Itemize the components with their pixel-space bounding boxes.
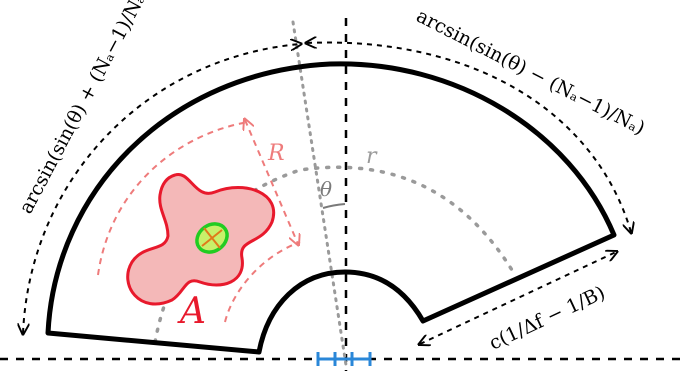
R-arrow bbox=[245, 120, 298, 244]
R-label: R bbox=[267, 141, 285, 166]
right-span-arrow bbox=[307, 43, 631, 232]
theta-label: θ bbox=[320, 177, 332, 201]
bandwidth-arrow bbox=[420, 252, 616, 344]
left-arc-label: arcsin(sin(θ) + (Nₐ−1)/Nₐ) bbox=[15, 0, 153, 217]
theta-arc bbox=[322, 203, 346, 209]
right-arc-label: arcsin(sin(θ) − (Nₐ−1)/Nₐ) bbox=[413, 5, 649, 140]
bottom-right-label: c(1/Δf − 1/B) bbox=[486, 282, 609, 355]
target-cross-2 bbox=[201, 229, 223, 247]
A-label: A bbox=[177, 291, 206, 332]
left-span-arrow bbox=[23, 44, 300, 333]
baseline-marks bbox=[316, 352, 372, 366]
sector-outline bbox=[45, 61, 617, 355]
R-outer-arc bbox=[97, 121, 249, 276]
r-label: r bbox=[366, 144, 378, 169]
